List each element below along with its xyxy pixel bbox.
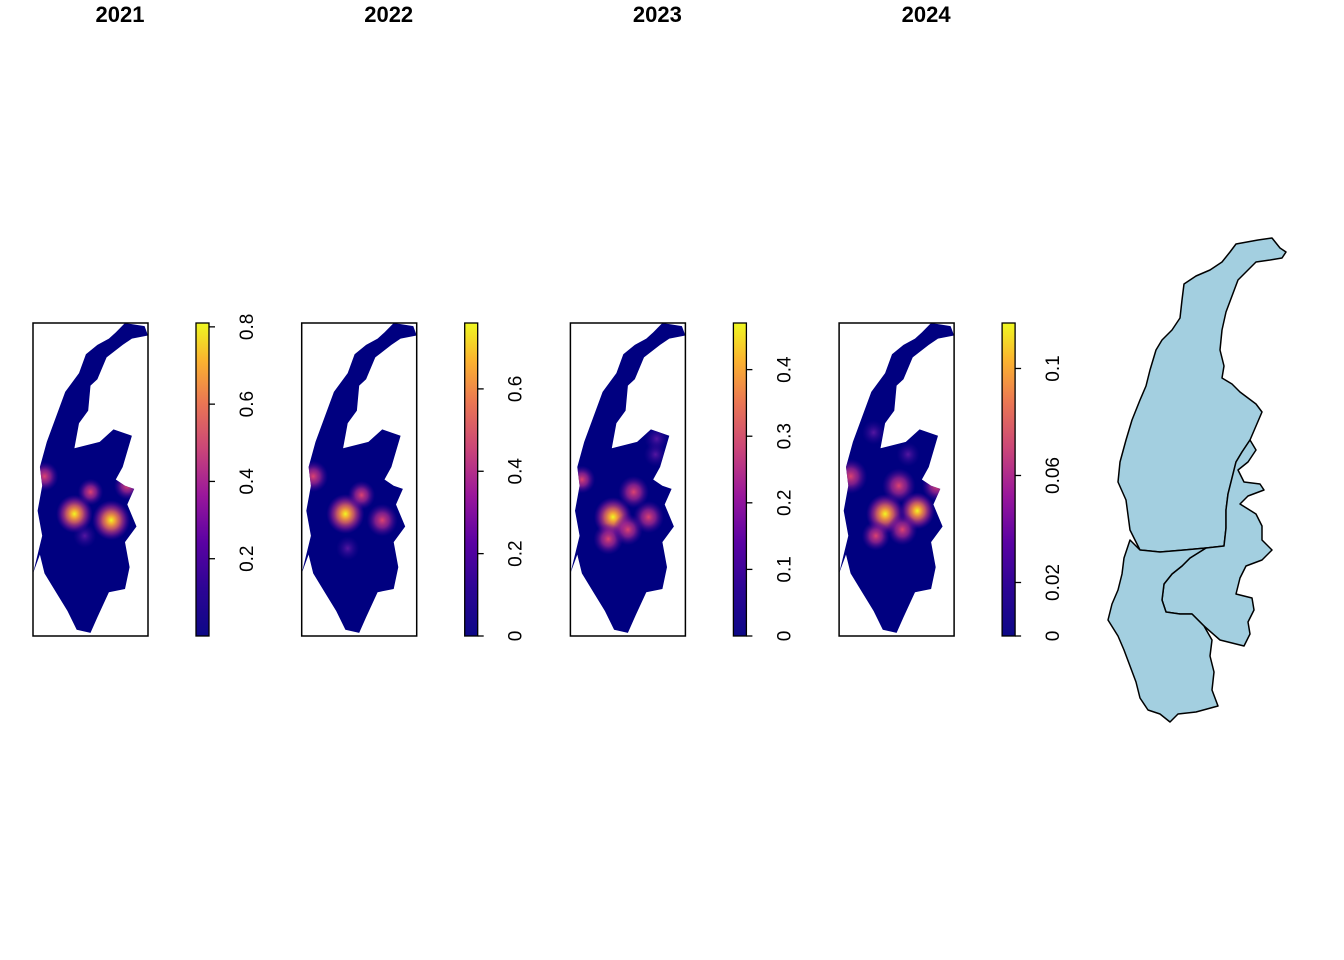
legend-tick-label: 0.02 [1043,564,1064,601]
district-upper [1117,237,1287,553]
panel-title: 2023 [633,2,682,27]
district-south [1107,539,1219,723]
legend-tick-label: 0.6 [237,391,258,417]
map-frame [569,322,687,637]
legend-tick-label: 0 [506,631,527,642]
density-hotspot [570,465,596,494]
legend-frame [1001,322,1016,637]
density-hotspot [882,468,916,504]
density-hotspot [887,513,918,546]
legend-frame [732,322,748,637]
density-raster [839,323,955,633]
density-hotspot [77,478,104,506]
density-hotspot [113,471,141,500]
panel-title: 2022 [364,2,413,27]
panel-title: 2021 [96,2,145,27]
heatmap-panels: 2021 0.2 0.4 0.6 0.8 2022 0 0.2 0.4 0.6 2023 0 0.1 0.… [32,2,1064,642]
legend-tick-label: 0.2 [506,540,527,566]
density-hotspot [643,442,668,467]
density-hotspot [347,480,376,510]
density-raster [301,323,417,633]
legend-tick-label: 0.6 [506,376,527,402]
legend-tick-label: 0.1 [774,556,795,582]
year-panel-2022: 2022 0 0.2 0.4 0.6 [300,2,527,642]
density-hotspot [92,500,131,541]
legend-tick-label: 0.1 [1043,355,1064,381]
color-legend-bar [1002,323,1016,636]
density-hotspot [33,461,59,492]
legend-tick-label: 0.4 [774,356,795,383]
density-hotspot [921,470,952,502]
legend-tick-label: 0.3 [774,423,795,449]
color-legend-bar [196,323,209,636]
map-frame [300,322,418,637]
map-frame [32,322,149,637]
legend-tick-label: 0.4 [506,458,527,485]
density-raster [33,323,148,633]
density-raster [570,323,686,633]
legend-tick-label: 0.8 [237,314,258,340]
legend-tick-label: 0.4 [237,468,258,495]
color-legend-bar [733,323,747,636]
legend-tick-label: 0 [1043,631,1064,642]
legend-frame [464,322,479,637]
density-hotspot [862,420,886,445]
year-panel-2023: 2023 0 0.1 0.2 0.3 0.4 [569,2,795,642]
panel-title: 2024 [902,2,952,27]
legend-tick-label: 0.2 [774,490,795,516]
year-panel-2021: 2021 0.2 0.4 0.6 0.8 [32,2,258,637]
legend-tick-label: 0.2 [237,546,258,572]
density-hotspot [896,442,920,467]
year-panel-2024: 2024 0 0.02 0.06 0.1 [838,2,1064,642]
density-hotspot [861,521,891,551]
color-legend-bar [464,323,478,636]
density-hotspot [612,513,643,546]
legend-tick-label: 0 [774,631,795,642]
legend-frame [195,322,210,637]
map-frame [838,322,955,637]
density-hotspot [366,503,398,537]
density-hotspot [73,523,97,548]
density-hotspot [336,536,360,561]
density-hotspot [56,494,93,534]
legend-tick-label: 0.06 [1043,457,1064,494]
density-hotspot [301,460,329,493]
district-boundary-map [1107,237,1287,723]
density-hotspot [618,475,650,509]
